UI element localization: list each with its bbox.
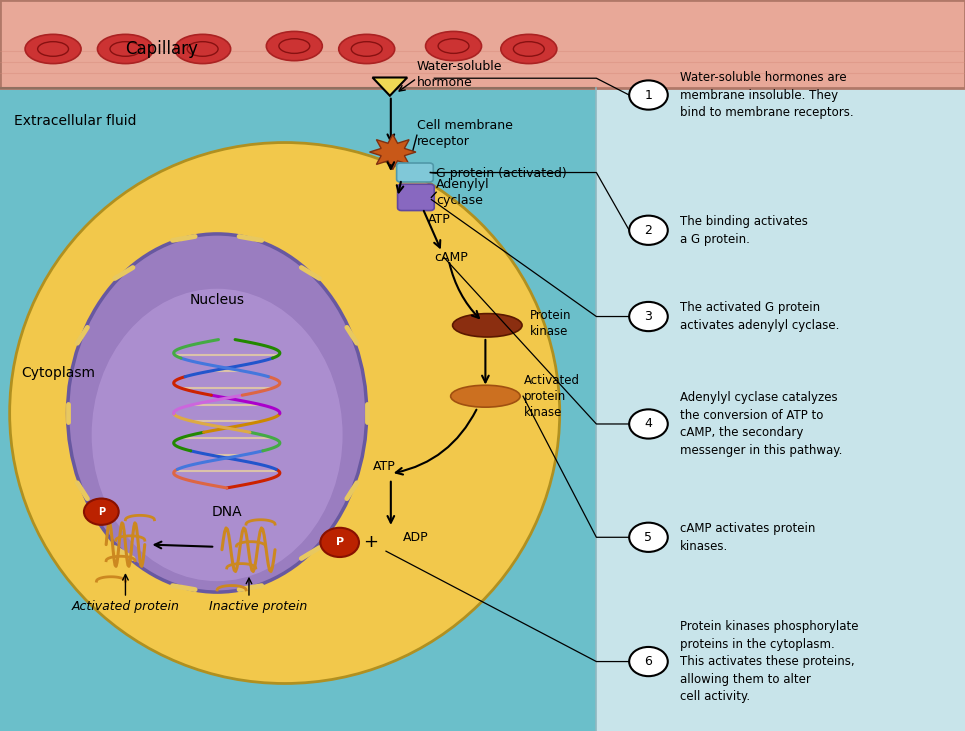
Text: Adenylyl
cyclase: Adenylyl cyclase — [436, 178, 490, 207]
Text: Inactive protein: Inactive protein — [209, 600, 308, 613]
Text: +: + — [363, 534, 378, 551]
Ellipse shape — [97, 34, 153, 64]
Ellipse shape — [25, 34, 81, 64]
FancyBboxPatch shape — [397, 163, 433, 182]
Circle shape — [84, 499, 119, 525]
Text: P: P — [336, 537, 344, 548]
Text: Water-soluble hormones are
membrane insoluble. They
bind to membrane receptors.: Water-soluble hormones are membrane inso… — [680, 71, 854, 119]
Ellipse shape — [92, 289, 343, 581]
Ellipse shape — [10, 143, 560, 683]
Ellipse shape — [175, 34, 231, 64]
Text: 5: 5 — [645, 531, 652, 544]
Text: Nucleus: Nucleus — [190, 292, 244, 307]
Circle shape — [320, 528, 359, 557]
Text: G protein (activated): G protein (activated) — [436, 167, 566, 180]
Text: Cell membrane
receptor: Cell membrane receptor — [417, 118, 512, 148]
Text: 4: 4 — [645, 417, 652, 431]
Polygon shape — [372, 77, 407, 96]
Text: The binding activates
a G protein.: The binding activates a G protein. — [680, 215, 809, 246]
Text: Activated
protein
kinase: Activated protein kinase — [524, 374, 580, 419]
Text: ATP: ATP — [372, 460, 396, 473]
Text: Capillary: Capillary — [125, 40, 199, 58]
Circle shape — [629, 216, 668, 245]
Text: Water-soluble
hormone: Water-soluble hormone — [417, 60, 503, 89]
Text: 6: 6 — [645, 655, 652, 668]
Text: 2: 2 — [645, 224, 652, 237]
Text: ATP: ATP — [427, 213, 451, 226]
Text: Extracellular fluid: Extracellular fluid — [14, 113, 137, 128]
Text: cAMP activates protein
kinases.: cAMP activates protein kinases. — [680, 522, 815, 553]
Polygon shape — [370, 135, 416, 170]
Text: 3: 3 — [645, 310, 652, 323]
Ellipse shape — [453, 314, 522, 337]
Ellipse shape — [426, 31, 482, 61]
Ellipse shape — [266, 31, 322, 61]
Text: 1: 1 — [645, 88, 652, 102]
Text: Adenylyl cyclase catalyzes
the conversion of ATP to
cAMP, the secondary
messenge: Adenylyl cyclase catalyzes the conversio… — [680, 391, 842, 457]
Bar — [596, 0, 965, 731]
Ellipse shape — [451, 385, 520, 407]
Text: ADP: ADP — [403, 531, 429, 544]
Ellipse shape — [339, 34, 395, 64]
Bar — [0, 0, 965, 88]
Text: Protein
kinase: Protein kinase — [530, 308, 571, 338]
Text: The activated G protein
activates adenylyl cyclase.: The activated G protein activates adenyl… — [680, 301, 840, 332]
Circle shape — [629, 302, 668, 331]
Text: Protein kinases phosphorylate
proteins in the cytoplasm.
This activates these pr: Protein kinases phosphorylate proteins i… — [680, 620, 859, 703]
Text: cAMP: cAMP — [434, 251, 468, 264]
Ellipse shape — [68, 234, 367, 592]
Circle shape — [629, 80, 668, 110]
Circle shape — [629, 523, 668, 552]
Circle shape — [629, 647, 668, 676]
Circle shape — [629, 409, 668, 439]
FancyBboxPatch shape — [398, 184, 434, 211]
Text: DNA: DNA — [211, 504, 242, 519]
Text: Cytoplasm: Cytoplasm — [21, 366, 96, 380]
Text: P: P — [97, 507, 105, 517]
Text: Activated protein: Activated protein — [71, 600, 179, 613]
Ellipse shape — [501, 34, 557, 64]
